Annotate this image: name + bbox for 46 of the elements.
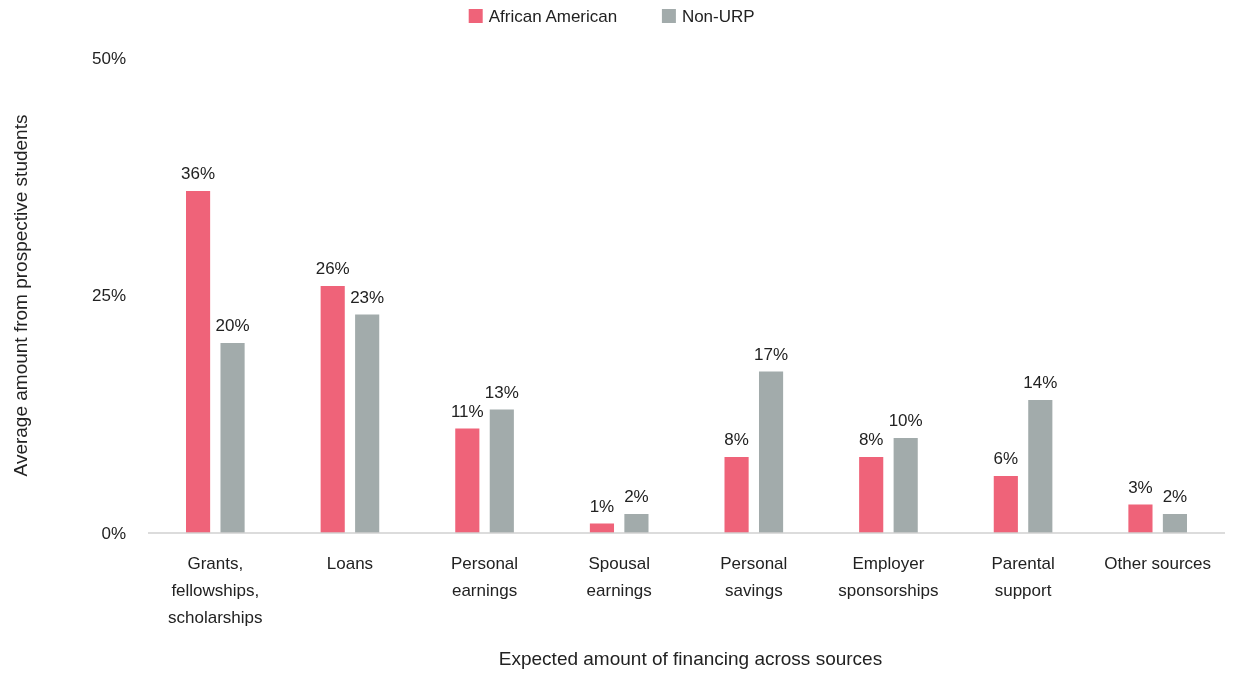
- x-tick-label: Other sources: [1104, 554, 1212, 573]
- x-tick-label: Spousal earnings: [586, 554, 652, 600]
- data-label: 3%: [1128, 477, 1153, 497]
- data-label: 20%: [215, 316, 250, 335]
- legend-label: Non-URP: [681, 6, 755, 26]
- x-tick-label: Employer sponsorships: [838, 554, 939, 600]
- x-tick-label: Loans: [326, 554, 374, 573]
- legend-label: African American: [488, 6, 618, 26]
- x-axis-title: Expected amount of financing across sources: [498, 648, 883, 669]
- bar: [624, 514, 649, 533]
- bar: [1028, 400, 1053, 533]
- data-label: 14%: [1023, 373, 1058, 392]
- bar: [758, 371, 784, 533]
- bar: [455, 428, 480, 533]
- bar: [220, 343, 245, 533]
- data-label: 8%: [858, 430, 884, 449]
- data-label: 2%: [1162, 487, 1188, 506]
- y-tick-label: 50%: [91, 48, 126, 68]
- y-axis-title: Average amount from prospective students: [10, 114, 31, 477]
- bar: [993, 476, 1018, 533]
- bar: [186, 191, 211, 533]
- x-tick-label: Personal savings: [720, 554, 788, 600]
- data-label: 26%: [315, 259, 350, 278]
- data-label: 2%: [624, 487, 649, 506]
- data-label: 8%: [724, 430, 749, 449]
- bar: [320, 286, 345, 533]
- data-label: 13%: [484, 382, 519, 402]
- bar: [724, 457, 749, 533]
- y-tick-label: 25%: [91, 286, 126, 306]
- x-tick-label: Grants, fellowships, scholarships: [168, 554, 263, 627]
- bar: [1162, 514, 1187, 533]
- x-tick-label: Parental support: [991, 554, 1055, 600]
- bar: [859, 457, 884, 533]
- data-label: 11%: [450, 401, 484, 421]
- bar: [893, 438, 918, 533]
- data-label: 17%: [754, 344, 789, 364]
- y-tick-label: 0%: [101, 523, 126, 543]
- bar: [1128, 504, 1153, 533]
- bar: [355, 314, 380, 533]
- data-label: 10%: [888, 411, 923, 430]
- data-label: 36%: [181, 164, 216, 183]
- data-label: 23%: [350, 287, 385, 307]
- data-label: 1%: [589, 496, 615, 516]
- data-label: 6%: [993, 449, 1019, 468]
- x-tick-label: Personal earnings: [451, 554, 519, 600]
- bar: [489, 409, 514, 533]
